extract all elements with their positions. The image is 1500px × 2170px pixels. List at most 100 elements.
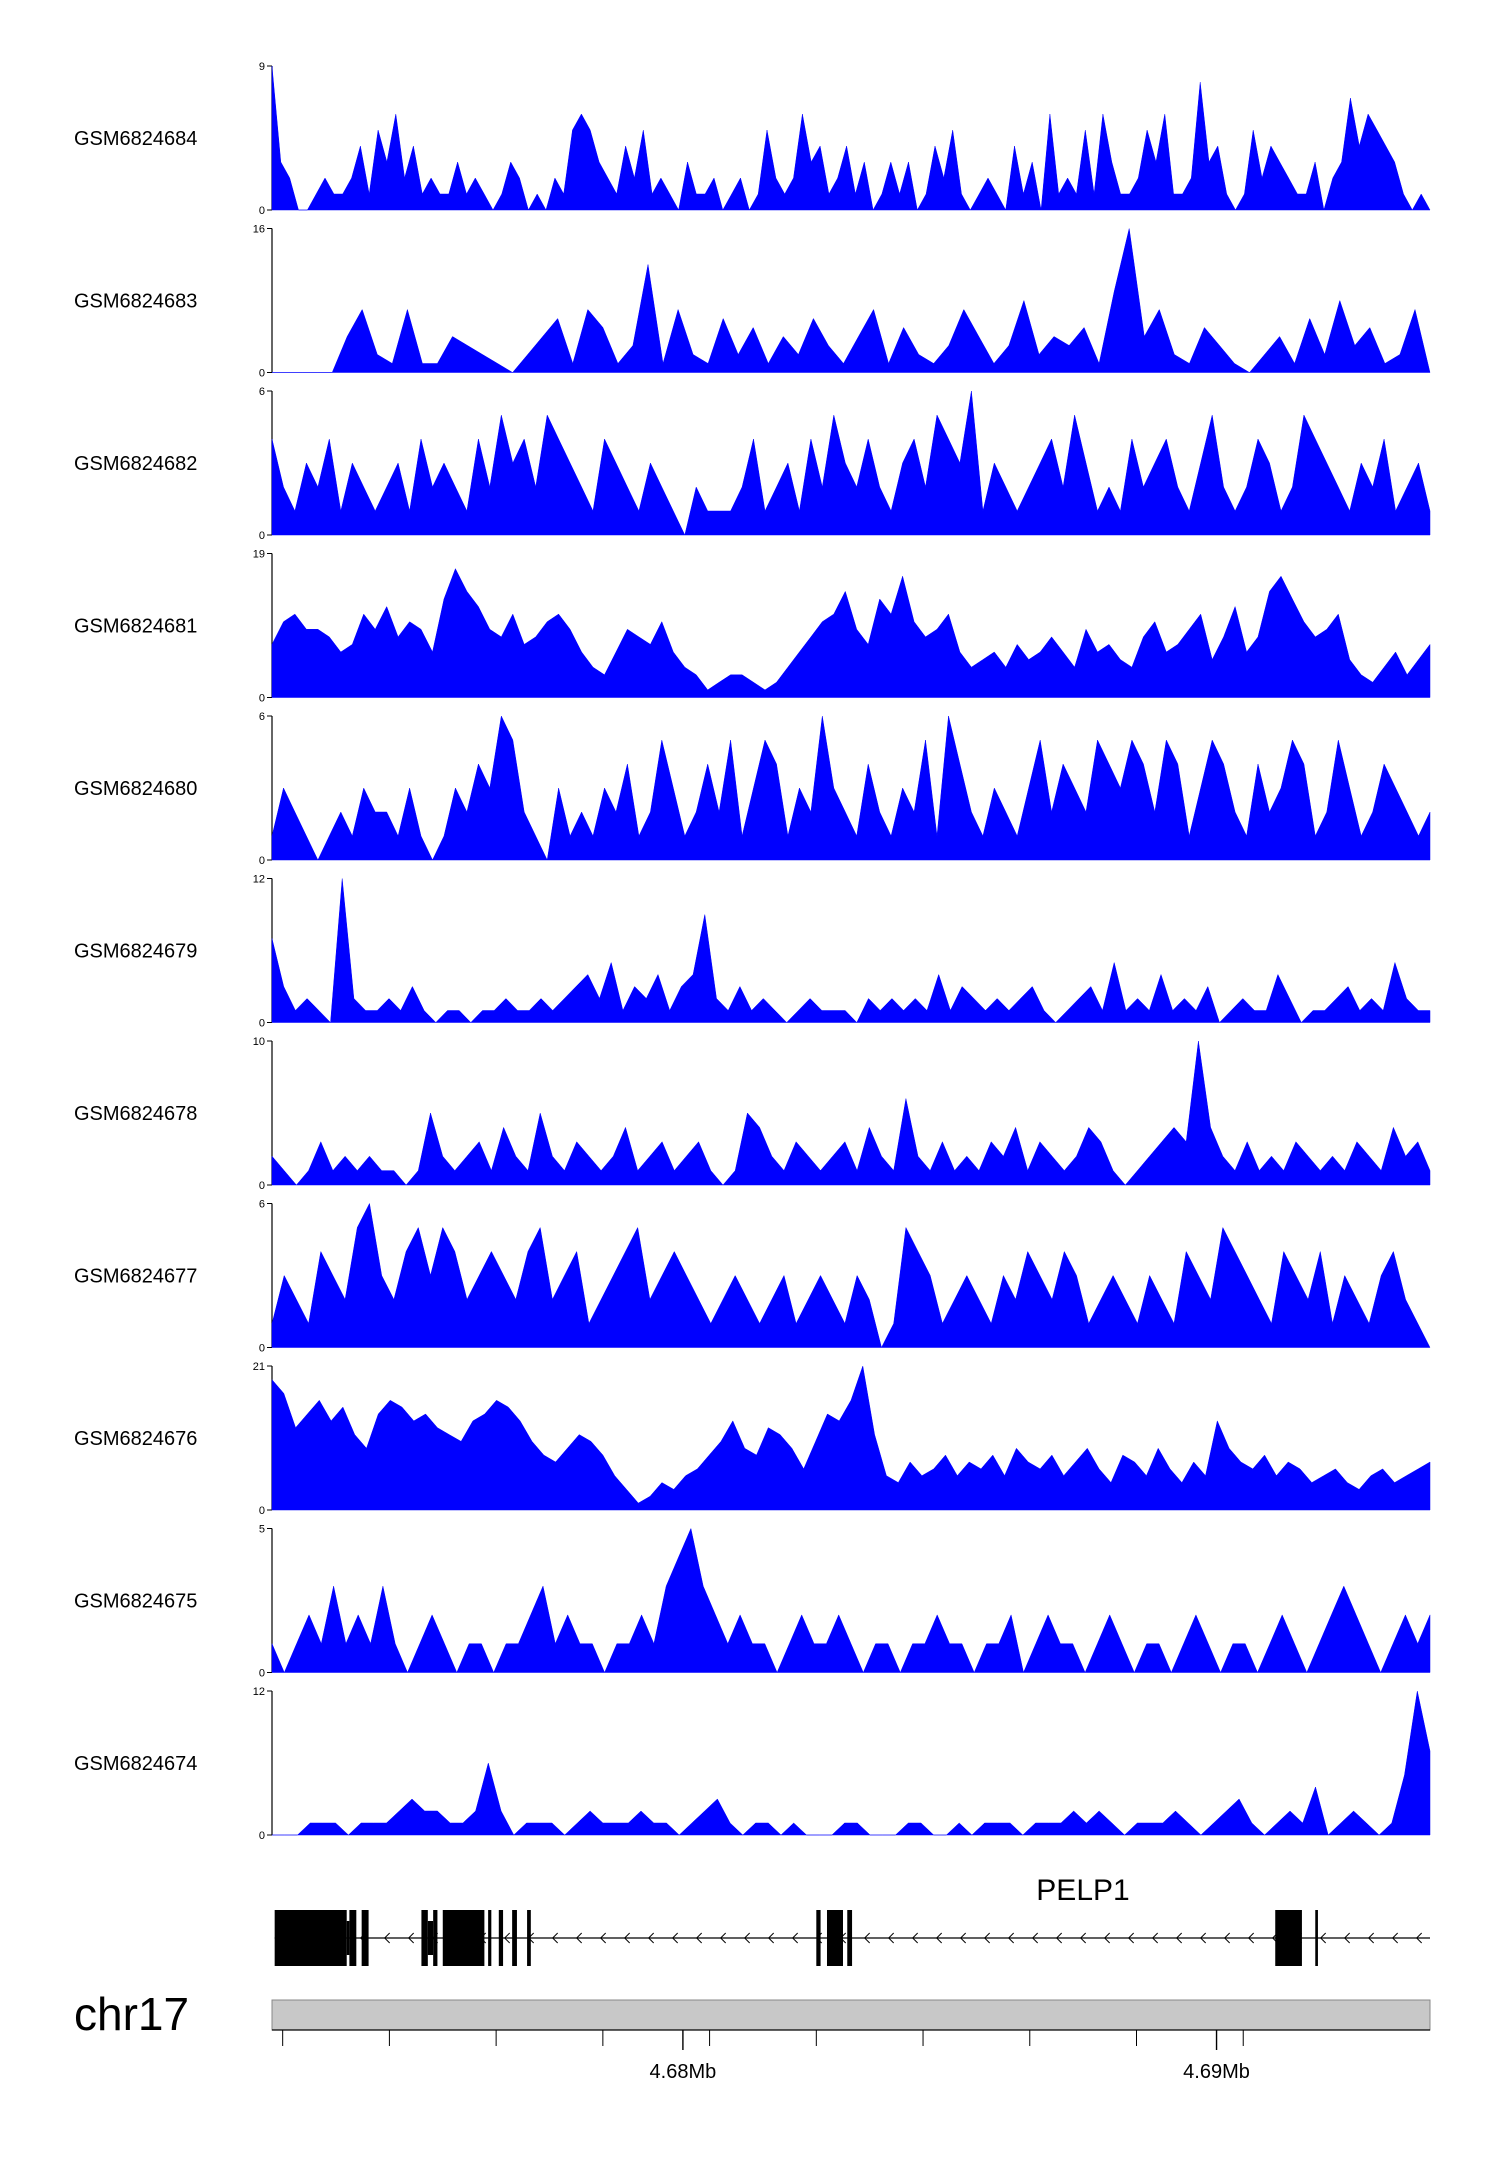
strand-arrow: [1247, 1932, 1255, 1944]
strand-arrow: [503, 1932, 511, 1944]
track-label: GSM6824674: [74, 1753, 197, 1775]
track-GSM6824674: GSM6824674 12 0: [74, 1686, 1431, 1842]
strand-arrow: [695, 1932, 703, 1944]
signal-area: [271, 1365, 1431, 1511]
exon: [1275, 1910, 1302, 1966]
track-GSM6824683: GSM6824683 16 0: [74, 224, 1431, 380]
track-label: GSM6824676: [74, 1428, 197, 1450]
track-y-min-label: 0: [259, 530, 265, 542]
track-label: GSM6824684: [74, 128, 197, 150]
exon: [847, 1910, 853, 1966]
track-label: GSM6824677: [74, 1266, 197, 1288]
exon: [361, 1910, 369, 1966]
strand-arrow: [407, 1932, 415, 1944]
signal-area: [271, 878, 1431, 1023]
strand-arrow: [1127, 1932, 1135, 1944]
exon: [349, 1910, 357, 1966]
signal-area: [271, 715, 1431, 861]
track-GSM6824680: GSM6824680 6 0: [74, 711, 1431, 867]
strand-arrow: [383, 1932, 391, 1944]
utr-exon: [427, 1921, 434, 1955]
utr-exon: [346, 1921, 350, 1955]
axis-tick-label: 4.69Mb: [1183, 2061, 1250, 2083]
signal-area: [271, 1203, 1431, 1348]
exon: [826, 1910, 843, 1966]
strand-arrow: [599, 1932, 607, 1944]
track-label: GSM6824678: [74, 1103, 197, 1125]
strand-arrow: [1391, 1932, 1399, 1944]
strand-arrow: [863, 1932, 871, 1944]
signal-area: [271, 568, 1431, 698]
track-GSM6824676: GSM6824676 21 0: [74, 1361, 1431, 1517]
chromosome-label: chr17: [74, 1988, 189, 2040]
exon: [816, 1910, 821, 1966]
track-GSM6824675: GSM6824675 5 0: [74, 1524, 1431, 1680]
track-y-max-label: 6: [259, 1199, 265, 1211]
strand-arrow: [935, 1932, 943, 1944]
signal-area: [271, 228, 1431, 373]
track-y-max-label: 6: [259, 386, 265, 398]
track-label: GSM6824683: [74, 291, 197, 313]
gene-label: PELP1: [1036, 1874, 1129, 1907]
strand-arrow: [959, 1932, 967, 1944]
ideogram-bar: [271, 1999, 1431, 2031]
axis-tick-label: 4.68Mb: [650, 2061, 717, 2083]
exon: [527, 1910, 531, 1966]
track-GSM6824678: GSM6824678 10 0: [74, 1036, 1431, 1192]
strand-arrow: [1151, 1932, 1159, 1944]
exon: [274, 1910, 347, 1966]
strand-arrow: [1415, 1932, 1423, 1944]
signal-area: [271, 390, 1431, 536]
strand-arrow: [1031, 1932, 1039, 1944]
strand-arrow: [1199, 1932, 1207, 1944]
track-y-min-label: 0: [259, 855, 265, 867]
track-y-max-label: 12: [253, 874, 265, 886]
exon: [488, 1910, 492, 1966]
signal-tracks: GSM682468490GSM6824683160GSM682468260GSM…: [74, 61, 1431, 1842]
track-y-min-label: 0: [259, 1018, 265, 1030]
exon: [498, 1910, 504, 1966]
track-label: GSM6824675: [74, 1591, 197, 1613]
track-y-min-label: 0: [259, 205, 265, 217]
track-GSM6824684: GSM6824684 9 0: [74, 61, 1431, 217]
strand-arrow: [1175, 1932, 1183, 1944]
strand-arrow: [1223, 1932, 1231, 1944]
strand-arrow: [767, 1932, 775, 1944]
track-GSM6824681: GSM6824681 19 0: [74, 549, 1431, 705]
track-y-min-label: 0: [259, 1180, 265, 1192]
signal-area: [271, 65, 1431, 211]
signal-area: [271, 1690, 1431, 1836]
track-y-min-label: 0: [259, 1668, 265, 1680]
track-label: GSM6824682: [74, 453, 197, 475]
track-y-max-label: 5: [259, 1524, 265, 1536]
strand-arrow: [911, 1932, 919, 1944]
genome-axis: 4.68Mb 4.69Mb: [272, 2029, 1430, 2083]
strand-arrow: [743, 1932, 751, 1944]
track-GSM6824682: GSM6824682 6 0: [74, 386, 1431, 542]
strand-arrow: [1007, 1932, 1015, 1944]
track-GSM6824679: GSM6824679 12 0: [74, 874, 1431, 1030]
strand-arrow: [575, 1932, 583, 1944]
gene-model: PELP1: [274, 1874, 1430, 1966]
exon: [1315, 1910, 1318, 1966]
strand-arrow: [623, 1932, 631, 1944]
strand-arrow: [1319, 1932, 1327, 1944]
track-y-max-label: 16: [253, 224, 265, 236]
track-label: GSM6824679: [74, 941, 197, 963]
track-y-max-label: 12: [253, 1686, 265, 1698]
track-y-max-label: 10: [253, 1036, 265, 1048]
track-y-max-label: 6: [259, 711, 265, 723]
strand-arrow: [1367, 1932, 1375, 1944]
strand-arrow: [1055, 1932, 1063, 1944]
strand-arrow: [1103, 1932, 1111, 1944]
track-label: GSM6824680: [74, 778, 197, 800]
strand-arrow: [551, 1932, 559, 1944]
track-GSM6824677: GSM6824677 6 0: [74, 1199, 1431, 1355]
track-label: GSM6824681: [74, 616, 197, 638]
strand-arrow: [1343, 1932, 1351, 1944]
track-y-max-label: 19: [253, 549, 265, 561]
strand-arrow: [671, 1932, 679, 1944]
strand-arrow: [791, 1932, 799, 1944]
exon: [442, 1910, 485, 1966]
